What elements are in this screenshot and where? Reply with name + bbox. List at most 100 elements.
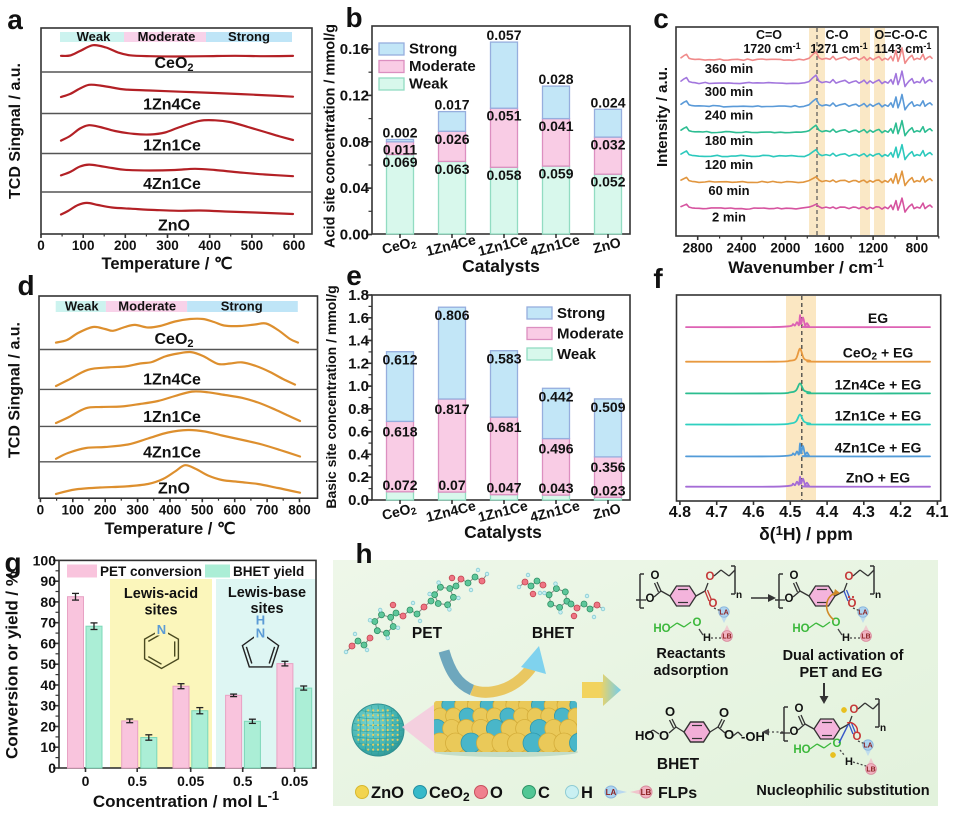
- svg-text:0.024: 0.024: [590, 94, 625, 110]
- svg-text:0.069: 0.069: [382, 154, 417, 170]
- svg-text:0.063: 0.063: [434, 161, 469, 177]
- svg-text:N: N: [157, 622, 166, 637]
- svg-text:b: b: [345, 2, 362, 33]
- svg-text:TCD Singnal / a.u.: TCD Singnal / a.u.: [7, 322, 24, 458]
- svg-text:CeO2 + EG: CeO2 + EG: [843, 345, 914, 363]
- svg-text:g: g: [4, 547, 21, 578]
- svg-text:h: h: [355, 538, 372, 569]
- svg-text:LA: LA: [858, 610, 867, 617]
- svg-text:0.0: 0.0: [348, 492, 369, 509]
- svg-text:1271 cm-1: 1271 cm-1: [810, 41, 867, 56]
- svg-text:H: H: [842, 632, 850, 644]
- svg-text:0.05: 0.05: [177, 773, 204, 789]
- svg-text:0.017: 0.017: [434, 97, 469, 113]
- svg-text:0: 0: [37, 238, 45, 253]
- svg-text:O: O: [706, 571, 715, 583]
- svg-text:30: 30: [40, 698, 56, 714]
- svg-text:180 min: 180 min: [705, 133, 753, 148]
- svg-text:0.806: 0.806: [434, 307, 469, 323]
- svg-text:2 min: 2 min: [712, 210, 746, 225]
- svg-text:H: H: [256, 613, 265, 628]
- svg-text:0.023: 0.023: [590, 482, 625, 498]
- svg-text:HO: HO: [792, 623, 809, 635]
- svg-text:Strong: Strong: [221, 299, 263, 314]
- svg-text:Conversion or yield / %: Conversion or yield / %: [3, 571, 22, 759]
- svg-text:0.07: 0.07: [438, 477, 465, 493]
- svg-text:adsorption: adsorption: [654, 663, 729, 679]
- svg-text:1.6: 1.6: [348, 310, 369, 327]
- svg-text:c: c: [653, 3, 669, 34]
- svg-text:0.2: 0.2: [348, 469, 369, 486]
- svg-text:4.8: 4.8: [669, 504, 691, 521]
- svg-text:1.2: 1.2: [348, 355, 369, 372]
- svg-text:O: O: [646, 593, 655, 605]
- svg-text:0.612: 0.612: [382, 352, 417, 368]
- svg-text:0.002: 0.002: [382, 125, 417, 141]
- svg-text:0.072: 0.072: [382, 477, 417, 493]
- svg-text:EG: EG: [868, 310, 888, 326]
- svg-text:O: O: [659, 728, 669, 743]
- svg-text:0.00: 0.00: [340, 227, 369, 244]
- svg-text:4.7: 4.7: [706, 504, 728, 521]
- svg-text:0: 0: [48, 760, 56, 776]
- svg-text:e: e: [346, 260, 362, 291]
- svg-text:60: 60: [40, 635, 56, 651]
- svg-text:Wavenumber / cm-1: Wavenumber / cm-1: [728, 256, 884, 277]
- svg-text:O: O: [724, 727, 734, 742]
- svg-text:0.04: 0.04: [340, 180, 370, 197]
- svg-text:O: O: [833, 738, 842, 750]
- svg-text:0.041: 0.041: [538, 118, 573, 134]
- svg-text:HO: HO: [793, 744, 810, 756]
- svg-text:4.5: 4.5: [779, 504, 801, 521]
- svg-text:0.6: 0.6: [348, 424, 369, 441]
- svg-text:Moderate: Moderate: [118, 299, 176, 314]
- svg-text:240 min: 240 min: [705, 107, 753, 122]
- svg-text:1Zn1Ce: 1Zn1Ce: [143, 138, 201, 155]
- svg-text:0.059: 0.059: [538, 166, 573, 182]
- svg-text:Acid site concentration / mmol: Acid site concentration / mmol/g: [323, 24, 339, 248]
- svg-text:Nucleophilic substitution: Nucleophilic substitution: [756, 783, 929, 799]
- svg-text:0.058: 0.058: [486, 167, 521, 183]
- svg-text:600: 600: [223, 503, 246, 518]
- svg-text:0.047: 0.047: [486, 480, 521, 496]
- svg-text:Intensity / a.u.: Intensity / a.u.: [654, 67, 671, 167]
- svg-text:500: 500: [191, 503, 214, 518]
- svg-text:C: C: [538, 784, 550, 802]
- svg-text:4Zn1Ce: 4Zn1Ce: [143, 445, 201, 462]
- svg-text:Catalysts: Catalysts: [462, 256, 540, 276]
- svg-text:Reactants: Reactants: [656, 646, 725, 662]
- svg-text:HO: HO: [635, 728, 655, 743]
- svg-text:700: 700: [256, 503, 279, 518]
- svg-text:O: O: [709, 598, 718, 610]
- svg-text:O: O: [790, 726, 799, 738]
- svg-text:Basic site concentration / mmo: Basic site concentration / mmol/g: [323, 285, 339, 508]
- svg-text:d: d: [17, 270, 34, 301]
- svg-text:4Zn1Ce + EG: 4Zn1Ce + EG: [835, 439, 922, 455]
- svg-text:CeO2: CeO2: [154, 331, 193, 350]
- svg-text:O: O: [719, 705, 729, 720]
- svg-text:δ(1H) / ppm: δ(1H) / ppm: [759, 523, 853, 544]
- svg-text:400: 400: [159, 503, 182, 518]
- svg-text:0.583: 0.583: [486, 351, 521, 367]
- svg-text:Weak: Weak: [77, 29, 111, 44]
- svg-text:-OH: -OH: [741, 729, 765, 744]
- svg-text:0.05: 0.05: [281, 773, 308, 789]
- svg-text:600: 600: [283, 238, 306, 253]
- svg-text:PET and EG: PET and EG: [800, 665, 883, 681]
- svg-text:0.028: 0.028: [538, 71, 573, 87]
- svg-text:C=O: C=O: [756, 28, 782, 42]
- svg-text:BHET: BHET: [532, 625, 575, 642]
- svg-text:Moderate: Moderate: [138, 29, 196, 44]
- svg-text:Strong: Strong: [228, 29, 270, 44]
- svg-text:LB: LB: [641, 788, 652, 797]
- svg-text:CeO2: CeO2: [429, 784, 470, 804]
- svg-text:80: 80: [40, 594, 56, 610]
- svg-text:sites: sites: [250, 601, 283, 617]
- svg-text:120 min: 120 min: [705, 157, 753, 172]
- svg-text:ZnO: ZnO: [591, 234, 622, 256]
- svg-text:H: H: [581, 784, 593, 802]
- svg-text:sites: sites: [144, 603, 177, 619]
- svg-text:a: a: [7, 4, 23, 35]
- svg-text:0.442: 0.442: [538, 388, 573, 404]
- svg-text:0.618: 0.618: [382, 423, 417, 439]
